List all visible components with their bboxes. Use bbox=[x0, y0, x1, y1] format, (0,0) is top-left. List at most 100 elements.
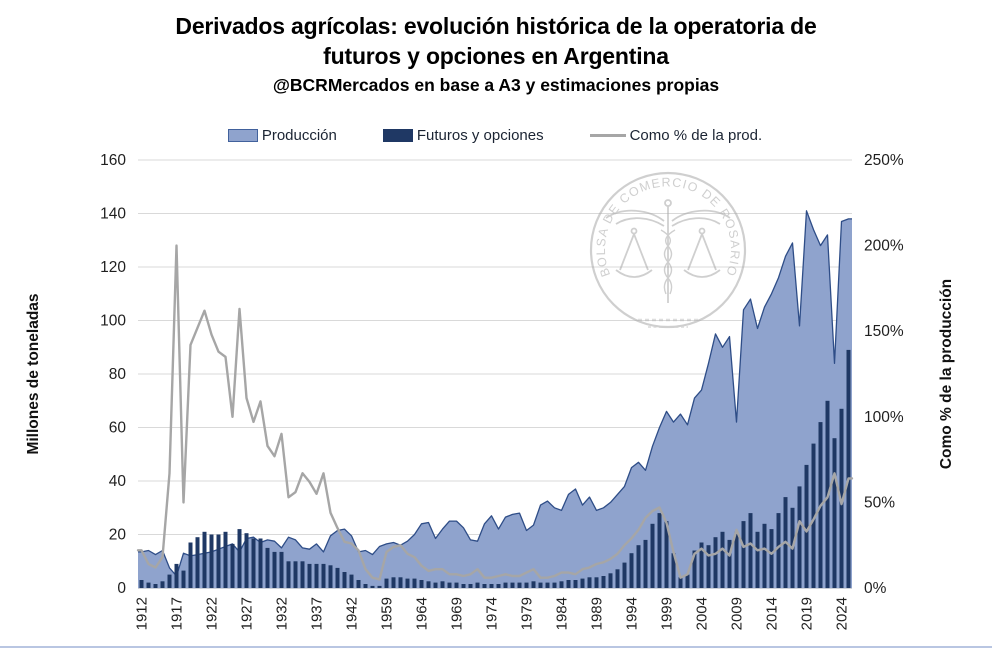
futures-bar bbox=[244, 533, 249, 588]
y-tick-label-right: 250% bbox=[864, 152, 904, 169]
y-tick-label-right: 200% bbox=[864, 238, 904, 255]
futures-bar bbox=[832, 438, 837, 588]
x-tick-label: 2024 bbox=[834, 597, 851, 630]
futures-bar bbox=[811, 443, 816, 588]
futures-bar bbox=[251, 538, 256, 588]
futures-bar bbox=[139, 580, 144, 588]
futures-bar bbox=[167, 574, 172, 588]
production-area-series bbox=[137, 210, 852, 589]
y-tick-label-right: 100% bbox=[864, 409, 904, 426]
y-tick-label-right: 0% bbox=[864, 580, 887, 597]
futures-bar bbox=[629, 553, 634, 588]
y-tick-label-left: 120 bbox=[100, 259, 126, 276]
seal-outer-circle bbox=[589, 171, 747, 329]
futures-bar bbox=[587, 577, 592, 588]
futures-bar-series bbox=[139, 349, 851, 589]
y-tick-label-left: 80 bbox=[109, 366, 127, 383]
futures-bar bbox=[594, 577, 599, 588]
x-axis-tick-labels: 1912 1917 1922 1927 1932 1937 1942 1959 1964 1969… bbox=[134, 597, 851, 630]
x-tick-label: 1922 bbox=[204, 597, 221, 630]
futures-bar bbox=[706, 545, 711, 588]
futures-bar bbox=[454, 582, 459, 588]
futures-bar bbox=[356, 580, 361, 588]
chart-header: Derivados agrícolas: evolución histórica… bbox=[0, 12, 992, 96]
pct-line bbox=[136, 244, 854, 581]
futures-bar bbox=[762, 523, 767, 588]
futures-bar bbox=[209, 534, 214, 588]
futures-bar bbox=[531, 581, 536, 588]
futures-bar bbox=[293, 561, 298, 589]
futures-bar bbox=[391, 577, 396, 588]
futures-bar bbox=[216, 534, 221, 588]
futures-bar bbox=[475, 582, 480, 588]
legend-label: Futuros y opciones bbox=[416, 127, 544, 144]
legend-item-futuros: Futuros y opciones bbox=[382, 127, 544, 144]
x-tick-label: 1999 bbox=[659, 597, 676, 630]
x-tick-label: 1969 bbox=[449, 597, 466, 630]
chart-title-line2: futuros y opciones en Argentina bbox=[323, 42, 669, 69]
x-tick-label: 1974 bbox=[484, 597, 501, 630]
futures-bar bbox=[503, 582, 508, 588]
futures-bar bbox=[720, 531, 725, 588]
right-axis-tick-labels: 0% 50% 100% 150% 200% 250% bbox=[864, 152, 904, 597]
futures-bar bbox=[692, 550, 697, 588]
futures-bar bbox=[650, 523, 655, 588]
legend-item-produccion: Producción bbox=[227, 127, 337, 144]
x-tick-label: 2014 bbox=[764, 597, 781, 630]
x-tick-label: 1979 bbox=[519, 597, 536, 630]
futures-bar bbox=[153, 584, 158, 588]
futures-bar bbox=[685, 574, 690, 588]
futures-bar bbox=[377, 585, 382, 588]
y-tick-label-left: 100 bbox=[100, 313, 126, 330]
futures-bar bbox=[272, 551, 277, 588]
line-swatch-icon bbox=[589, 134, 626, 137]
futures-bar bbox=[804, 464, 809, 588]
production-area bbox=[138, 210, 852, 589]
futures-bar bbox=[230, 543, 235, 588]
chart-title-line1: Derivados agrícolas: evolución histórica… bbox=[175, 13, 817, 39]
futures-bar bbox=[188, 542, 193, 588]
futures-bar bbox=[615, 569, 620, 588]
x-tick-label: 2019 bbox=[799, 597, 816, 630]
x-tick-label: 1942 bbox=[344, 597, 361, 630]
futures-bar bbox=[405, 578, 410, 588]
futures-bar bbox=[734, 531, 739, 588]
futures-bar bbox=[328, 565, 333, 588]
futures-bar bbox=[384, 578, 389, 588]
futures-bar bbox=[517, 582, 522, 588]
futures-bar bbox=[370, 585, 375, 588]
futures-bar bbox=[489, 584, 494, 588]
futures-bar bbox=[545, 582, 550, 588]
futures-bar bbox=[349, 574, 354, 588]
futures-bar bbox=[279, 551, 284, 588]
legend-item-pct: Como % de la prod. bbox=[589, 127, 762, 144]
futures-bar bbox=[601, 576, 606, 588]
futures-bar bbox=[265, 547, 270, 588]
x-tick-label: 2004 bbox=[694, 597, 711, 630]
x-tick-label: 1989 bbox=[589, 597, 606, 630]
y-tick-label-right: 50% bbox=[864, 494, 895, 511]
area-swatch-icon bbox=[227, 129, 258, 142]
futures-bar bbox=[342, 572, 347, 588]
legend-label: Producción bbox=[261, 127, 337, 144]
chart-legend: Producción Futuros y opciones Como % de … bbox=[138, 127, 852, 144]
y-tick-label-left: 0 bbox=[117, 580, 126, 597]
futures-bar bbox=[440, 581, 445, 588]
x-tick-label: 1912 bbox=[134, 597, 151, 630]
futures-bar bbox=[573, 580, 578, 588]
futures-bar bbox=[258, 538, 263, 588]
futures-bar bbox=[622, 562, 627, 588]
futures-bar bbox=[202, 531, 207, 588]
futures-bar bbox=[727, 539, 732, 588]
futures-bar bbox=[363, 584, 368, 588]
futures-bar bbox=[636, 545, 641, 588]
futures-bar bbox=[398, 577, 403, 588]
y-tick-label-left: 20 bbox=[109, 527, 127, 544]
futures-bar bbox=[412, 578, 417, 588]
futures-bar bbox=[678, 577, 683, 588]
futures-bar bbox=[300, 561, 305, 589]
x-tick-label: 2009 bbox=[729, 597, 746, 630]
futures-bar bbox=[461, 584, 466, 588]
